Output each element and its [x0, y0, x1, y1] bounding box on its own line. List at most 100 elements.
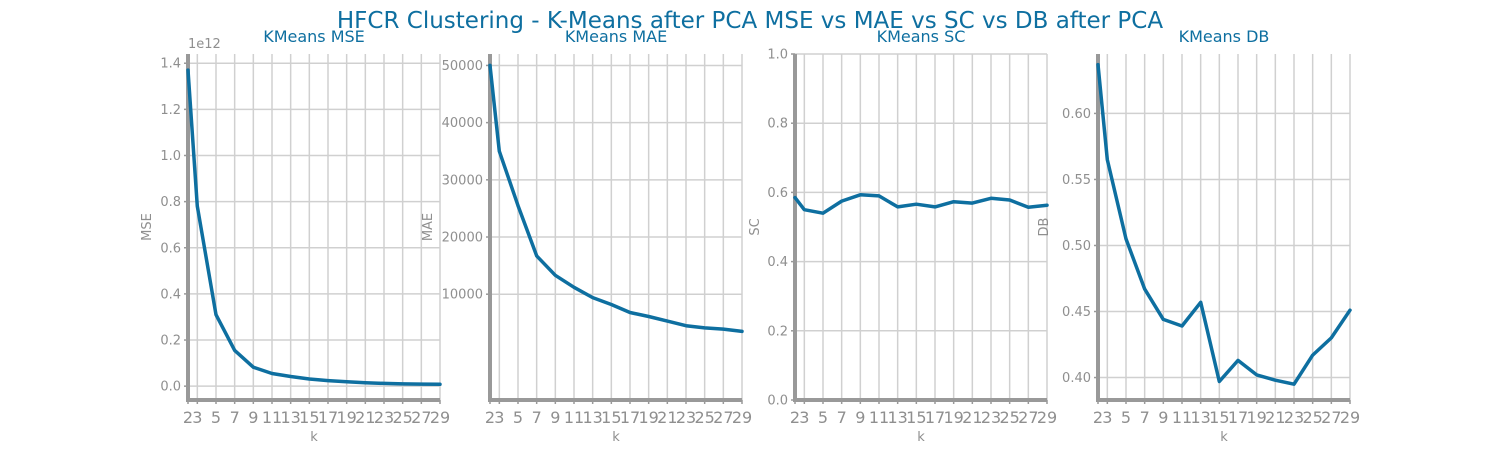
x-axis-label: k — [1220, 430, 1228, 445]
y-tick-label-1: 0.2 — [160, 334, 181, 349]
x-tick-label-5: 11 — [564, 408, 584, 427]
y-tick-label-3: 0.6 — [160, 241, 181, 256]
x-tick-label-0: 2 — [1093, 408, 1103, 427]
y-tick-label-6: 1.2 — [160, 103, 181, 118]
y-axis-label: MSE — [140, 213, 155, 241]
x-tick-label-10: 21 — [1265, 408, 1285, 427]
subplot-1: 0.00.20.40.60.81.01.21.42 3 5 7 9 11131517192… — [140, 27, 450, 445]
x-tick-label-1: 3 — [192, 408, 202, 427]
series-line — [1096, 62, 1352, 386]
x-tick-label-10: 21 — [657, 408, 677, 427]
y-tick-label-5: 1.0 — [160, 149, 181, 164]
x-tick-label-14: 29 — [430, 408, 450, 427]
x-tick-label-1: 3 — [799, 408, 809, 427]
x-tick-label-9: 19 — [336, 408, 356, 427]
x-tick-label-7: 15 — [1209, 408, 1229, 427]
x-tick-label-4: 9 — [855, 408, 865, 427]
y-tick-label-1: 0.2 — [767, 324, 788, 339]
x-tick-label-1: 3 — [494, 408, 504, 427]
y-tick-label-4: 0.8 — [160, 195, 181, 210]
x-tick-label-8: 17 — [1228, 408, 1248, 427]
y-axis-label: MAE — [421, 213, 436, 241]
y-tick-label-0: 0.0 — [767, 394, 788, 409]
y-tick-label-5: 1.0 — [767, 48, 788, 63]
subplot-title: KMeans SC — [877, 27, 966, 46]
x-tick-label-6: 13 — [887, 408, 907, 427]
x-tick-label-3: 7 — [1140, 408, 1150, 427]
x-tick-label-4: 9 — [1158, 408, 1168, 427]
x-tick-label-8: 17 — [925, 408, 945, 427]
y-tick-label-3: 0.6 — [767, 186, 788, 201]
x-tick-label-13: 27 — [1321, 408, 1341, 427]
x-axis-label: k — [917, 430, 925, 445]
x-tick-label-14: 29 — [732, 408, 752, 427]
y-tick-label-4: 0.60 — [1062, 107, 1091, 122]
x-tick-label-0: 2 — [183, 408, 193, 427]
subplot-title: KMeans MSE — [263, 27, 365, 46]
x-tick-label-5: 11 — [262, 408, 282, 427]
x-tick-label-8: 17 — [318, 408, 338, 427]
x-tick-label-13: 27 — [1018, 408, 1038, 427]
x-tick-label-3: 7 — [532, 408, 542, 427]
x-tick-label-4: 9 — [248, 408, 258, 427]
y-tick-label-7: 1.4 — [160, 57, 181, 72]
x-tick-label-0: 2 — [485, 408, 495, 427]
y-tick-label-1: 0.45 — [1062, 305, 1091, 320]
x-tick-label-10: 21 — [962, 408, 982, 427]
x-tick-label-6: 13 — [280, 408, 300, 427]
x-tick-label-2: 5 — [818, 408, 828, 427]
subplot-4: 0.400.450.500.550.602 3 5 7 9 111315171921232… — [1037, 27, 1360, 445]
y-tick-label-0: 0.40 — [1062, 371, 1091, 386]
x-tick-label-5: 11 — [869, 408, 889, 427]
x-tick-label-3: 7 — [230, 408, 240, 427]
x-tick-label-2: 5 — [211, 408, 221, 427]
x-tick-label-2: 5 — [513, 408, 523, 427]
x-tick-label-9: 19 — [1246, 408, 1266, 427]
y-tick-label-2: 0.50 — [1062, 239, 1091, 254]
y-tick-label-2: 0.4 — [160, 287, 181, 302]
subplot-3: 0.00.20.40.60.81.02 3 5 7 9 11131517192123252… — [748, 27, 1057, 445]
x-tick-label-9: 19 — [943, 408, 963, 427]
x-tick-label-1: 3 — [1102, 408, 1112, 427]
x-tick-label-11: 23 — [1284, 408, 1304, 427]
x-tick-label-5: 11 — [1172, 408, 1192, 427]
y-tick-label-0: 10000 — [442, 288, 483, 303]
series-line — [488, 63, 744, 334]
x-tick-label-14: 29 — [1340, 408, 1360, 427]
y-offset-text: 1e12 — [188, 37, 221, 52]
x-axis-label: k — [310, 430, 318, 445]
subplot-title: KMeans DB — [1179, 27, 1270, 46]
x-tick-label-11: 23 — [676, 408, 696, 427]
subplot-title: KMeans MAE — [565, 27, 667, 46]
x-tick-label-3: 7 — [837, 408, 847, 427]
y-tick-label-3: 40000 — [442, 116, 483, 131]
x-tick-label-10: 21 — [355, 408, 375, 427]
x-tick-label-12: 25 — [999, 408, 1019, 427]
x-tick-label-6: 13 — [1190, 408, 1210, 427]
x-tick-label-4: 9 — [550, 408, 560, 427]
x-tick-label-2: 5 — [1121, 408, 1131, 427]
x-tick-label-11: 23 — [374, 408, 394, 427]
x-tick-label-13: 27 — [411, 408, 431, 427]
x-tick-label-6: 13 — [582, 408, 602, 427]
y-tick-label-2: 0.4 — [767, 255, 788, 270]
x-axis-label: k — [612, 430, 620, 445]
y-tick-label-2: 30000 — [442, 173, 483, 188]
y-axis-label: DB — [1037, 218, 1052, 237]
series-line — [793, 193, 1049, 215]
subplots: 0.00.20.40.60.81.01.21.42 3 5 7 9 11131517192… — [140, 27, 1360, 445]
y-axis-label: SC — [748, 218, 763, 235]
x-tick-label-0: 2 — [790, 408, 800, 427]
x-tick-label-12: 25 — [392, 408, 412, 427]
y-tick-label-4: 0.8 — [767, 117, 788, 132]
figure-title: HFCR Clustering - K-Means after PCA MSE … — [337, 8, 1163, 34]
x-tick-label-7: 15 — [601, 408, 621, 427]
x-tick-label-14: 29 — [1037, 408, 1057, 427]
y-tick-label-0: 0.0 — [160, 380, 181, 395]
x-tick-label-13: 27 — [713, 408, 733, 427]
y-tick-label-3: 0.55 — [1062, 173, 1091, 188]
x-tick-label-8: 17 — [620, 408, 640, 427]
x-tick-label-7: 15 — [906, 408, 926, 427]
